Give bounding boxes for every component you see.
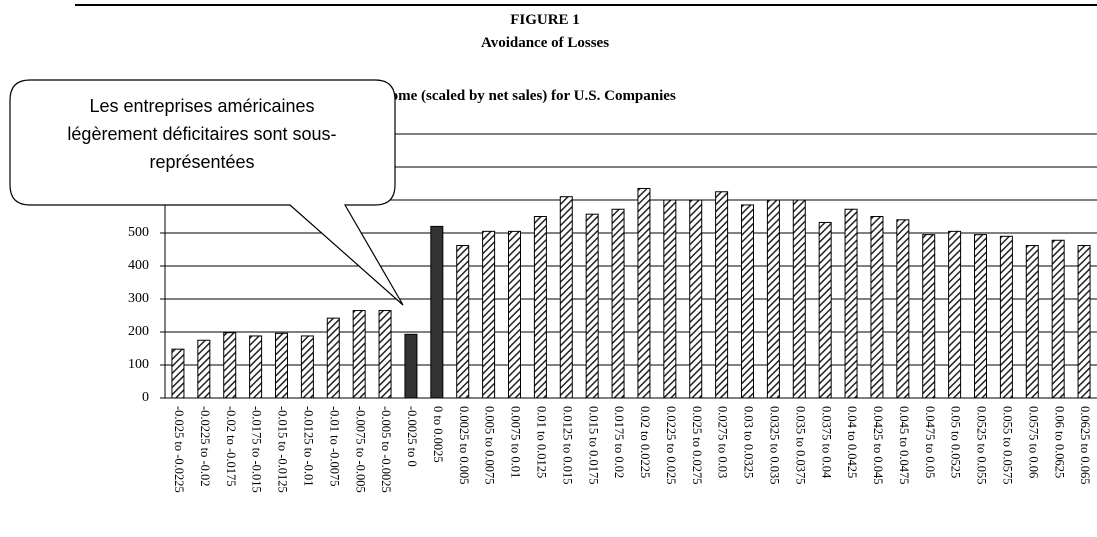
x-tick-label: 0.0175 to 0.02 — [612, 406, 626, 478]
x-tick-label: 0.0125 to 0.015 — [560, 406, 574, 484]
y-tick-label: 300 — [128, 291, 149, 306]
bar — [637, 187, 651, 399]
bar — [171, 348, 185, 399]
x-tick-label: 0.0275 to 0.03 — [716, 406, 730, 478]
callout-text: représentées — [149, 152, 254, 172]
x-tick-label: 0.055 to 0.0575 — [1001, 406, 1015, 484]
bar — [352, 310, 366, 399]
bar — [533, 216, 547, 399]
x-tick-label: -0.025 to -0.0225 — [172, 406, 186, 493]
x-tick-label: 0.0075 to 0.01 — [509, 406, 523, 478]
x-tick-label: 0.0375 to 0.04 — [819, 406, 833, 479]
x-tick-label: -0.0025 to 0 — [405, 406, 419, 467]
y-tick-label: 500 — [128, 225, 149, 240]
x-tick-label: 0.03 to 0.0325 — [742, 406, 756, 478]
x-tick-label: -0.0175 to -0.015 — [250, 406, 264, 493]
y-tick-label: 100 — [128, 357, 149, 372]
bar — [792, 199, 806, 399]
x-tick-label: -0.0125 to -0.01 — [302, 406, 316, 487]
x-tick-label: 0.05 to 0.0525 — [949, 406, 963, 478]
bar — [844, 208, 858, 399]
x-tick-label: -0.0075 to -0.005 — [353, 406, 367, 493]
y-tick-label: 400 — [128, 258, 149, 273]
callout-text: Les entreprises américaines — [89, 96, 314, 116]
x-tick-label: 0.01 to 0.0125 — [535, 406, 549, 478]
bar — [689, 199, 703, 399]
bar — [766, 199, 780, 399]
bar — [741, 204, 754, 399]
bar — [300, 335, 314, 399]
bar — [1025, 245, 1039, 399]
bar — [1051, 239, 1065, 399]
bar — [326, 317, 340, 399]
x-tick-label: -0.015 to -0.0125 — [276, 406, 290, 493]
x-tick-label: 0.0025 to 0.005 — [457, 406, 471, 484]
bar — [585, 213, 599, 399]
bar — [1077, 245, 1091, 399]
bar — [896, 219, 910, 399]
bar — [249, 335, 263, 399]
callout-bubble — [9, 79, 404, 306]
bar — [715, 191, 729, 399]
y-tick-label: 0 — [142, 390, 149, 405]
bar — [197, 339, 211, 399]
x-tick-label: 0.025 to 0.0275 — [690, 406, 704, 484]
bar — [378, 310, 392, 399]
bar — [508, 230, 521, 399]
plot: 0100200300400500600700800-0.025 to -0.02… — [128, 126, 1097, 493]
x-tick-label: 0.035 to 0.0375 — [793, 406, 807, 484]
bar — [818, 221, 832, 399]
x-tick-label: -0.005 to -0.0025 — [379, 406, 393, 493]
x-tick-label: 0.015 to 0.0175 — [586, 406, 600, 484]
x-tick-label: 0.06 to 0.0625 — [1052, 406, 1066, 478]
x-tick-label: 0.0575 to 0.06 — [1026, 406, 1040, 478]
x-tick-label: 0.02 to 0.0225 — [638, 406, 652, 478]
x-tick-label: 0.04 to 0.0425 — [845, 406, 859, 478]
bar — [430, 225, 444, 399]
x-tick-label: 0.0225 to 0.025 — [664, 406, 678, 484]
bar — [870, 216, 884, 399]
callout: Les entreprises américaines légèrement d… — [9, 79, 404, 306]
x-tick-label: 0.0625 to 0.065 — [1078, 406, 1092, 484]
x-tick-label: 0.045 to 0.0475 — [897, 406, 911, 484]
callout-text: légèrement déficitaires sont sous- — [67, 124, 336, 144]
bar — [948, 230, 962, 399]
chart-title: FIGURE 1 — [510, 12, 580, 28]
bar — [482, 230, 496, 399]
x-tick-label: -0.01 to -0.0075 — [327, 406, 341, 487]
x-tick-label: -0.02 to -0.0175 — [224, 406, 238, 487]
bar — [275, 332, 288, 399]
x-tick-label: 0 to 0.0025 — [431, 406, 445, 463]
y-tick-label: 200 — [128, 324, 149, 339]
x-tick-label: -0.0225 to -0.02 — [198, 406, 212, 487]
bar — [404, 333, 418, 399]
x-tick-label: 0.0325 to 0.035 — [768, 406, 782, 484]
bar — [223, 332, 237, 399]
chart-caption: come (scaled by net sales) for U.S. Comp… — [384, 88, 676, 104]
x-tick-label: 0.0475 to 0.05 — [923, 406, 937, 478]
bar — [974, 234, 987, 399]
x-tick-label: 0.0425 to 0.045 — [871, 406, 885, 484]
bar — [559, 196, 573, 399]
bar — [456, 245, 470, 399]
chart-subtitle: Avoidance of Losses — [481, 35, 609, 51]
bar — [922, 234, 936, 399]
bar — [611, 208, 625, 399]
bar — [999, 235, 1013, 399]
x-tick-label: 0.0525 to 0.055 — [975, 406, 989, 484]
bar — [663, 199, 677, 399]
x-tick-label: 0.005 to 0.0075 — [483, 406, 497, 484]
